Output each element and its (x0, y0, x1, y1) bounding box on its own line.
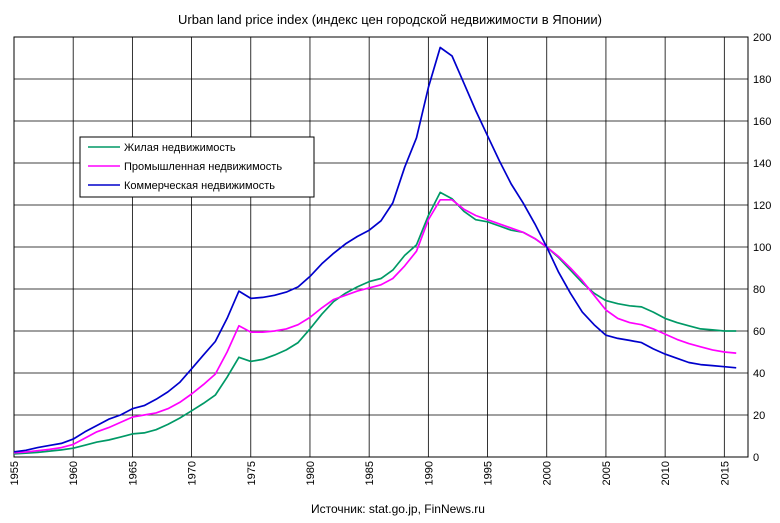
x-tick-label: 1980 (305, 461, 317, 485)
x-tick-label: 1955 (9, 461, 21, 485)
series-lines (13, 46, 737, 455)
series-line-industrial (13, 198, 737, 454)
y-tick-label: 180 (753, 74, 771, 86)
y-tick-label: 60 (753, 326, 765, 338)
x-tick-label: 2015 (719, 461, 731, 485)
legend-label-residential: Жилая недвижимость (124, 142, 236, 154)
y-tick-label: 160 (753, 116, 771, 128)
x-tick-label: 2010 (660, 461, 672, 485)
x-tick-label: 1970 (187, 461, 199, 485)
y-tick-label: 140 (753, 158, 771, 170)
x-tick-label: 1985 (364, 461, 376, 485)
legend: Жилая недвижимость Промышленная недвижим… (79, 136, 315, 198)
y-tick-label: 120 (753, 200, 771, 212)
chart-title: Urban land price index (индекс цен город… (178, 12, 602, 27)
legend-label-industrial: Промышленная недвижимость (124, 161, 282, 173)
x-tick-label: 1975 (246, 461, 258, 485)
axis-ticks: 0 20 40 60 80 100 120 140 160 180 200 1955 1960 1965 1… (9, 32, 771, 485)
series-line-residential (13, 191, 737, 455)
source-note: Источник: stat.go.jp, FinNews.ru (311, 502, 485, 516)
x-tick-label: 1995 (483, 461, 495, 485)
x-tick-label: 1990 (423, 461, 435, 485)
x-tick-label: 2000 (542, 461, 554, 485)
y-tick-label: 200 (753, 32, 771, 44)
y-tick-label: 80 (753, 284, 765, 296)
gridlines (14, 37, 748, 457)
x-tick-label: 2005 (601, 461, 613, 485)
series-line-commercial (13, 46, 737, 453)
y-tick-label: 40 (753, 368, 765, 380)
x-tick-label: 1960 (68, 461, 80, 485)
y-tick-label: 20 (753, 410, 765, 422)
y-tick-label: 100 (753, 242, 771, 254)
x-tick-label: 1965 (127, 461, 139, 485)
y-tick-label: 0 (753, 452, 759, 464)
legend-label-commercial: Коммерческая недвижимость (124, 180, 275, 192)
